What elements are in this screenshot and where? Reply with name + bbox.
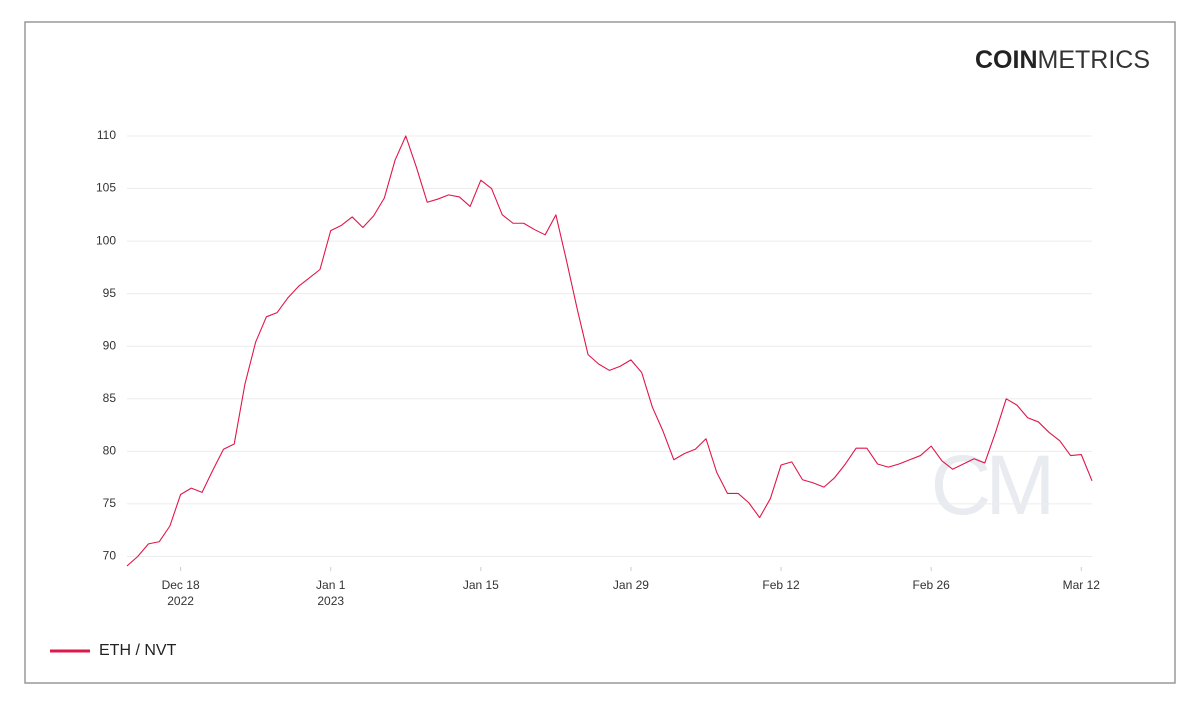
frame (24, 21, 1176, 684)
y-tick-label: 105 (96, 181, 116, 195)
x-tick-label: Dec 18 (162, 578, 200, 592)
x-tick-label: Jan 1 (316, 578, 346, 592)
data-line (126, 135, 1093, 567)
brand-bold: COIN (975, 46, 1038, 74)
x-tick-label: Jan 29 (613, 578, 649, 592)
x-tick-label: Feb 12 (762, 578, 800, 592)
brand-logo: COINMETRICS (975, 46, 1150, 74)
y-tick-label: 75 (103, 496, 117, 510)
x-tick-sublabel: 2022 (167, 594, 194, 608)
y-tick-label: 70 (103, 549, 117, 563)
x-tick-label: Jan 15 (463, 578, 499, 592)
y-tick-label: 100 (96, 233, 116, 247)
x-tick-label: Mar 12 (1063, 578, 1101, 592)
brand-light: METRICS (1038, 46, 1151, 74)
y-tick-label: 90 (103, 338, 117, 352)
watermark: CM (931, 438, 1050, 532)
y-tick-label: 85 (103, 391, 117, 405)
x-tick-sublabel: 2023 (317, 594, 344, 608)
y-tick-label: 95 (103, 286, 117, 300)
y-tick-label: 110 (97, 128, 116, 142)
legend-label: ETH / NVT (99, 642, 177, 659)
x-tick-label: Feb 26 (912, 578, 950, 592)
y-tick-label: 80 (103, 444, 117, 458)
